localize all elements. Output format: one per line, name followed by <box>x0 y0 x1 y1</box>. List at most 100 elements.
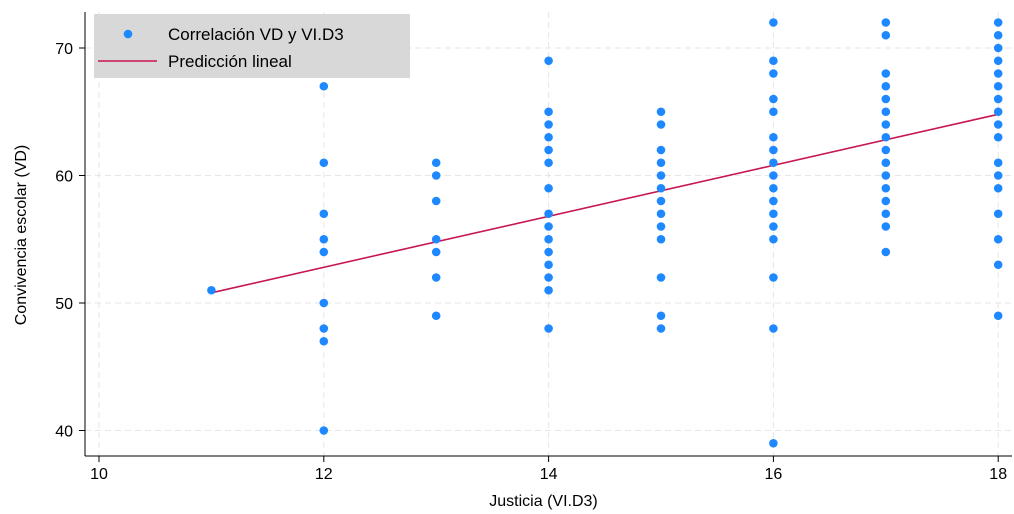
data-point <box>881 171 891 180</box>
y-tick-label: 60 <box>55 169 73 186</box>
x-tick-label: 12 <box>315 466 333 483</box>
data-point <box>656 273 666 282</box>
data-point <box>993 30 1003 40</box>
data-point <box>544 158 553 168</box>
data-point <box>881 158 891 168</box>
data-point <box>993 209 1003 219</box>
data-point <box>769 234 778 244</box>
data-point <box>993 81 1003 91</box>
data-point <box>769 196 778 206</box>
data-point <box>544 273 553 282</box>
data-point <box>769 18 778 27</box>
data-point <box>319 209 329 219</box>
data-point <box>769 324 778 333</box>
legend-box <box>94 14 410 78</box>
data-point <box>769 438 778 448</box>
data-point <box>881 81 891 91</box>
data-point <box>431 158 441 168</box>
data-point <box>656 145 666 155</box>
data-point <box>993 311 1003 321</box>
data-point <box>431 273 441 282</box>
data-point <box>431 311 441 321</box>
data-point <box>319 158 329 168</box>
x-tick-label: 10 <box>90 466 108 483</box>
axes <box>79 12 1012 462</box>
data-point <box>544 260 553 270</box>
data-point <box>769 183 778 193</box>
data-point <box>656 209 666 219</box>
data-point <box>319 426 329 435</box>
data-point <box>656 196 666 206</box>
data-point <box>656 324 666 333</box>
data-point <box>544 222 553 231</box>
data-point <box>769 158 778 168</box>
data-point <box>319 81 329 91</box>
data-point <box>993 107 1003 117</box>
data-point <box>769 107 778 117</box>
data-point <box>881 107 891 117</box>
data-point <box>656 171 666 180</box>
data-point <box>656 158 666 168</box>
data-point <box>769 171 778 180</box>
data-point <box>993 171 1003 180</box>
legend-marker-scatter <box>123 29 133 39</box>
data-point <box>544 120 553 129</box>
data-point <box>881 132 891 142</box>
data-point <box>769 132 778 142</box>
data-point <box>993 120 1003 129</box>
data-point <box>544 285 553 295</box>
legend-label-scatter: Correlación VD y VI.D3 <box>168 25 344 44</box>
data-point <box>881 69 891 78</box>
grid-lines <box>85 12 1012 456</box>
data-point <box>769 56 778 66</box>
data-point <box>993 43 1003 53</box>
data-point <box>993 94 1003 104</box>
tick-labels: 10 12 14 16 18 40 50 60 70 <box>55 41 1007 483</box>
legend-label-line: Predicción lineal <box>168 52 292 71</box>
data-point <box>993 158 1003 168</box>
data-point <box>544 132 553 142</box>
data-point <box>993 132 1003 142</box>
y-tick-label: 70 <box>55 41 73 58</box>
data-point <box>881 196 891 206</box>
data-point <box>656 311 666 321</box>
data-point <box>544 145 553 155</box>
data-point <box>544 107 553 117</box>
data-point <box>769 222 778 231</box>
data-point <box>993 56 1003 66</box>
data-point <box>319 247 329 257</box>
data-point <box>319 298 329 308</box>
data-point <box>431 234 441 244</box>
plot-area <box>207 18 1003 448</box>
data-point <box>993 260 1003 270</box>
data-point <box>881 120 891 129</box>
data-point <box>431 247 441 257</box>
data-point <box>769 209 778 219</box>
data-point <box>319 234 329 244</box>
data-point <box>656 120 666 129</box>
x-tick-label: 18 <box>989 466 1007 483</box>
x-axis-title: Justicia (VI.D3) <box>489 493 597 510</box>
y-tick-label: 40 <box>55 424 73 441</box>
data-point <box>656 222 666 231</box>
data-point <box>993 69 1003 78</box>
data-point <box>881 18 891 27</box>
data-point <box>544 56 553 66</box>
data-point <box>881 209 891 219</box>
data-point <box>769 69 778 78</box>
x-tick-label: 16 <box>765 466 783 483</box>
data-point <box>319 324 329 333</box>
regression-line <box>211 113 999 294</box>
data-point <box>993 18 1003 27</box>
data-point <box>993 183 1003 193</box>
legend: Correlación VD y VI.D3 Predicción lineal <box>94 14 410 78</box>
data-point <box>881 222 891 231</box>
data-point <box>544 324 553 333</box>
data-point <box>769 273 778 282</box>
data-point <box>769 145 778 155</box>
data-point <box>881 247 891 257</box>
y-tick-label: 50 <box>55 296 73 313</box>
data-point <box>993 234 1003 244</box>
data-point <box>656 183 666 193</box>
